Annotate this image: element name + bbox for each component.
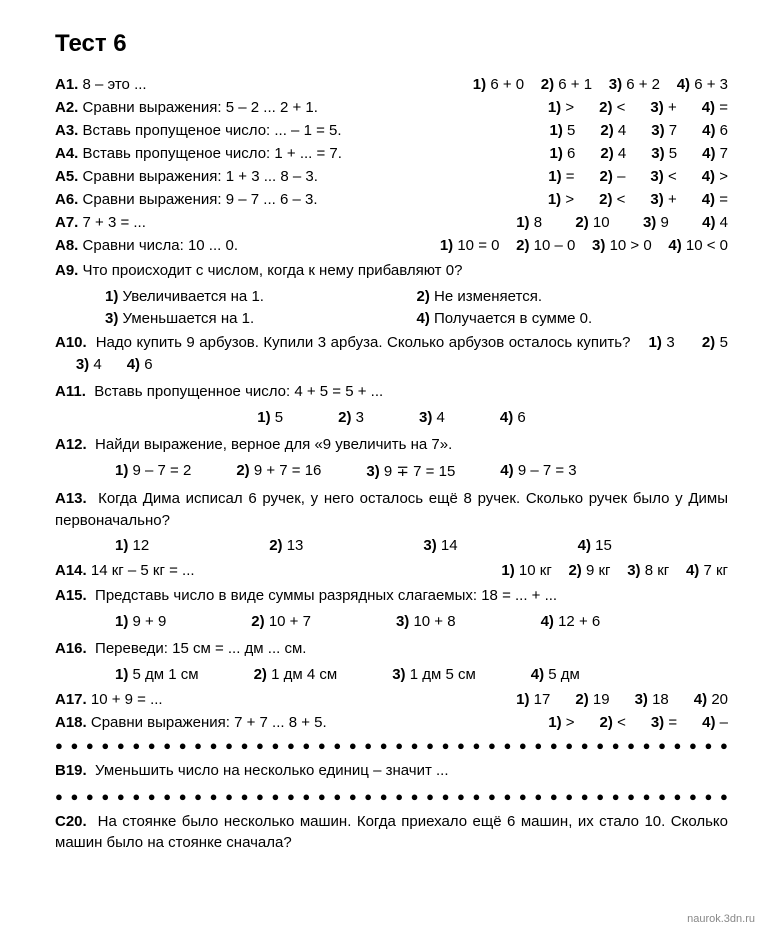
- question-a8: А8. Сравни числа: 10 ... 0. 1) 10 = 0 2)…: [55, 237, 728, 254]
- question-a5: А5. Сравни выражения: 1 + 3 ... 8 – 3. 1…: [55, 168, 728, 185]
- separator-dots: ● ● ● ● ● ● ● ● ● ● ● ● ● ● ● ● ● ● ● ● …: [55, 738, 728, 753]
- question-a16: А16. Переведи: 15 см = ... дм ... см.: [55, 638, 728, 660]
- page: Тест 6 А1. 8 – это ... 1) 6 + 0 2) 6 + 1…: [0, 0, 768, 932]
- a9-options: 1) Увеличивается на 1. 2) Не изменяется.: [105, 288, 728, 305]
- question-a12: А12. Найди выражение, верное для «9 увел…: [55, 434, 728, 456]
- a15-options: 1) 9 + 9 2) 10 + 7 3) 10 + 8 4) 12 + 6: [115, 613, 728, 630]
- question-b19: В19. Уменьшить число на несколько единиц…: [55, 760, 728, 782]
- test-title: Тест 6: [55, 30, 728, 58]
- question-a18: А18. Сравни выражения: 7 + 7 ... 8 + 5. …: [55, 714, 728, 731]
- question-a10: А10. Надо купить 9 арбузов. Купили 3 арб…: [55, 332, 728, 376]
- a11-options: 1) 5 2) 3 3) 4 4) 6: [55, 409, 728, 426]
- q-label: А1.: [55, 76, 78, 93]
- question-a9: А9. Что происходит с числом, когда к нем…: [55, 260, 728, 282]
- question-a1: А1. 8 – это ... 1) 6 + 0 2) 6 + 1 3) 6 +…: [55, 76, 728, 93]
- question-a15: А15. Представь число в виде суммы разряд…: [55, 585, 728, 607]
- separator-dots-2: ● ● ● ● ● ● ● ● ● ● ● ● ● ● ● ● ● ● ● ● …: [55, 789, 728, 804]
- question-a6: А6. Сравни выражения: 9 – 7 ... 6 – 3. 1…: [55, 191, 728, 208]
- question-a13: А13. Когда Дима исписал 6 ручек, у него …: [55, 488, 728, 532]
- question-a17: А17. 10 + 9 = ... 1) 17 2) 19 3) 18 4) 2…: [55, 691, 728, 708]
- a16-options: 1) 5 дм 1 см 2) 1 дм 4 см 3) 1 дм 5 см 4…: [115, 666, 728, 683]
- watermark: naurok.3dn.ru: [684, 912, 758, 926]
- question-a3: А3. Вставь пропущеное число: ... – 1 = 5…: [55, 122, 728, 139]
- question-a14: А14. 14 кг – 5 кг = ... 1) 10 кг 2) 9 кг…: [55, 562, 728, 579]
- question-a11: А11. Вставь пропущенное число: 4 + 5 = 5…: [55, 381, 728, 403]
- q-text: 8 – это ...: [83, 76, 147, 93]
- question-a2: А2. Сравни выражения: 5 – 2 ... 2 + 1. 1…: [55, 99, 728, 116]
- question-a7: А7. 7 + 3 = ... 1) 8 2) 10 3) 9 4) 4: [55, 214, 728, 231]
- a12-options: 1) 9 – 7 = 2 2) 9 + 7 = 16 3) 9 ∓ 7 = 15…: [115, 462, 728, 480]
- a9-options-2: 3) Уменьшается на 1. 4) Получается в сум…: [105, 310, 728, 327]
- question-c20: С20. На стоянке было несколько машин. Ко…: [55, 811, 728, 855]
- a13-options: 1) 12 2) 13 3) 14 4) 15: [115, 537, 728, 554]
- question-a4: А4. Вставь пропущеное число: 1 + ... = 7…: [55, 145, 728, 162]
